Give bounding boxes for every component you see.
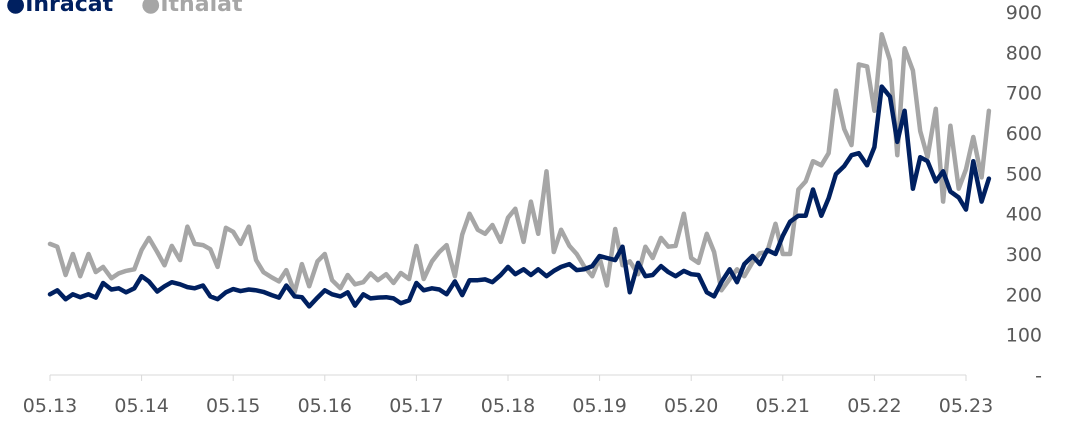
- y-tick-label: 800: [1006, 42, 1042, 64]
- y-tick-label: 300: [1006, 244, 1042, 266]
- series-line-ithalat: [47, 31, 992, 295]
- y-tick-label: 200: [1006, 284, 1042, 306]
- x-tick-label: 05.13: [23, 395, 77, 417]
- y-tick-label: 900: [1006, 2, 1042, 24]
- legend-label-ithalat: İthalat: [160, 0, 243, 17]
- x-tick-label: 05.17: [389, 395, 443, 417]
- x-tick-label: 05.23: [939, 395, 993, 417]
- x-tick-label: 05.20: [664, 395, 718, 417]
- legend-marker-ihracat: ●: [6, 0, 26, 17]
- chart-legend: ● İhracat ● İthalat: [6, 0, 242, 17]
- legend-label-ihracat: İhracat: [25, 0, 114, 17]
- x-tick-label: 05.18: [481, 395, 535, 417]
- y-tick-label: 600: [1006, 123, 1042, 145]
- legend-marker-ithalat: ●: [141, 0, 161, 17]
- x-tick-label: 05.16: [298, 395, 352, 417]
- x-tick-label: 05.15: [206, 395, 260, 417]
- legend-item-ithalat: ● İthalat: [141, 0, 242, 17]
- series-line-ihracat: [47, 84, 992, 309]
- x-tick-label: 05.19: [572, 395, 626, 417]
- y-tick-label: -: [1035, 365, 1042, 387]
- y-tick-label: 100: [1006, 325, 1042, 347]
- x-tick-label: 05.22: [847, 395, 901, 417]
- x-tick-label: 05.14: [114, 395, 168, 417]
- y-tick-label: 500: [1006, 163, 1042, 185]
- y-tick-label: 400: [1006, 204, 1042, 226]
- x-tick-label: 05.21: [756, 395, 810, 417]
- legend-item-ihracat: ● İhracat: [6, 0, 113, 17]
- y-tick-label: 700: [1006, 83, 1042, 105]
